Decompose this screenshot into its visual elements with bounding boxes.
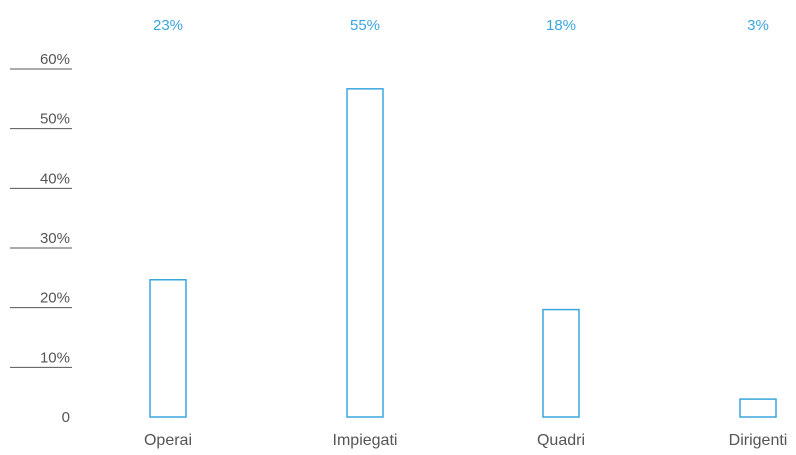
value-label: 18% xyxy=(546,17,576,34)
y-axis: 0 10% 20% 30% 40% 50% 60% xyxy=(10,51,72,426)
y-tick-label: 0 xyxy=(62,409,70,426)
bars xyxy=(149,88,777,418)
x-tick-label: Impiegati xyxy=(333,432,398,449)
value-label: 3% xyxy=(747,17,769,34)
value-labels: 23% 55% 18% 3% xyxy=(153,17,769,34)
y-tick-label: 10% xyxy=(40,349,70,366)
x-tick-label: Quadri xyxy=(537,432,585,449)
bar xyxy=(739,398,777,418)
y-tick-label: 50% xyxy=(40,111,70,128)
bar xyxy=(149,279,187,418)
x-axis: Operai Impiegati Quadri Dirigenti xyxy=(144,432,787,449)
y-tick-label: 60% xyxy=(40,51,70,68)
y-tick-label: 40% xyxy=(40,170,70,187)
bar xyxy=(346,88,384,418)
x-tick-label: Operai xyxy=(144,432,192,449)
value-label: 55% xyxy=(350,17,380,34)
y-tick-label: 30% xyxy=(40,230,70,247)
bar xyxy=(542,308,580,418)
y-tick-label: 20% xyxy=(40,290,70,307)
x-tick-label: Dirigenti xyxy=(729,432,788,449)
value-label: 23% xyxy=(153,17,183,34)
